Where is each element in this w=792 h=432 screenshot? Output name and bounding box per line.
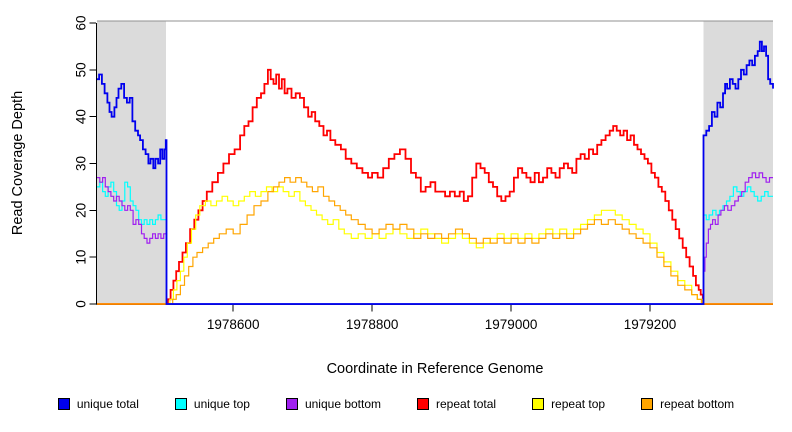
shaded-region-0 <box>97 21 166 304</box>
legend-item-unique-total: unique total <box>57 397 139 411</box>
legend-label: repeat total <box>436 397 497 411</box>
legend-item-repeat-top: repeat top <box>532 397 605 411</box>
y-tick-label: 50 <box>74 62 89 77</box>
legend-label: unique total <box>76 397 139 411</box>
x-tick-label: 1978800 <box>346 317 399 332</box>
series-unique-total <box>97 40 774 305</box>
legend-item-repeat-bottom: repeat bottom <box>641 397 734 411</box>
series-repeat-top <box>97 186 773 305</box>
y-tick-label: 0 <box>74 300 89 308</box>
legend-swatch-icon <box>57 398 70 410</box>
x-axis-title: Coordinate in Reference Genome <box>326 361 544 377</box>
legend-label: repeat top <box>551 397 606 411</box>
series-repeat-bottom <box>97 177 773 305</box>
y-tick-label: 20 <box>74 203 89 218</box>
series-unique-top <box>97 181 773 305</box>
x-tick-label: 1979000 <box>485 317 538 332</box>
legend-item-repeat-total: repeat total <box>417 397 496 411</box>
legend-swatch-icon <box>285 398 298 410</box>
shaded-region-1 <box>703 21 773 304</box>
legend-item-unique-bottom: unique bottom <box>285 397 382 411</box>
legend-label: unique bottom <box>304 397 382 411</box>
plot-canvas: 1978600 1978800 1979000 1979200 0 10 20 30 40 50 6… <box>74 15 774 332</box>
series-repeat-total <box>97 68 773 305</box>
x-tick-label: 1979200 <box>624 317 677 332</box>
legend: unique total unique top unique bottom repea… <box>0 397 792 411</box>
y-tick-label: 60 <box>74 15 89 30</box>
legend-swatch-icon <box>174 398 187 410</box>
legend-swatch-icon <box>532 398 545 410</box>
legend-label: repeat bottom <box>660 397 735 411</box>
legend-item-unique-top: unique top <box>174 397 250 411</box>
legend-swatch-icon <box>641 398 654 410</box>
y-tick-label: 30 <box>74 156 89 171</box>
y-axis-title: Read Coverage Depth <box>10 90 26 236</box>
y-tick-label: 10 <box>74 250 89 265</box>
legend-swatch-icon <box>417 398 430 410</box>
y-tick-label: 40 <box>74 109 89 124</box>
legend-label: unique top <box>193 397 250 411</box>
x-tick-label: 1978600 <box>207 317 260 332</box>
